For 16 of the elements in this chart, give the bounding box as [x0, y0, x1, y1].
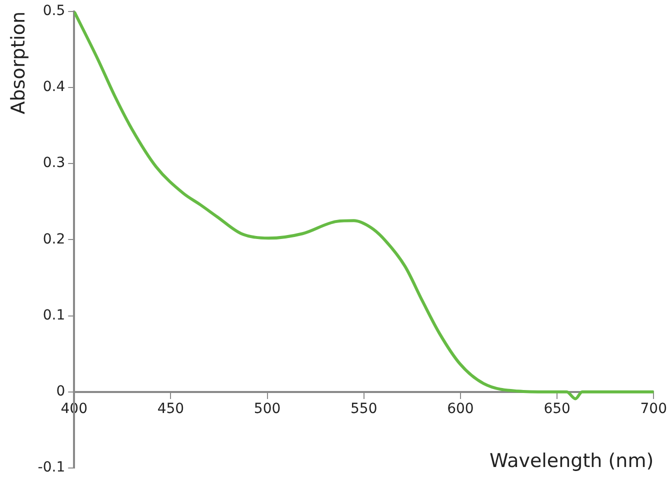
x-tick-label: 550	[350, 400, 378, 417]
y-tick-label: 0.4	[42, 79, 66, 96]
x-tick-label: 450	[157, 400, 184, 417]
x-tick-label: 400	[60, 400, 88, 417]
y-tick-label: 0.1	[42, 307, 66, 324]
x-tick-label: 600	[447, 400, 474, 417]
y-tick-label: -0.1	[38, 460, 66, 476]
y-axis-title: Absorption	[7, 11, 30, 114]
x-tick-label: 700	[640, 400, 668, 417]
y-tick-label: 0.3	[42, 155, 66, 172]
y-tick-label: 0	[56, 384, 66, 400]
x-tick-label: 500	[254, 400, 281, 417]
y-tick-label: 0.5	[42, 3, 66, 20]
y-tick-label: 0.2	[42, 231, 66, 248]
x-axis-title: Wavelength (nm)	[490, 450, 654, 472]
x-tick-label: 650	[544, 400, 570, 417]
